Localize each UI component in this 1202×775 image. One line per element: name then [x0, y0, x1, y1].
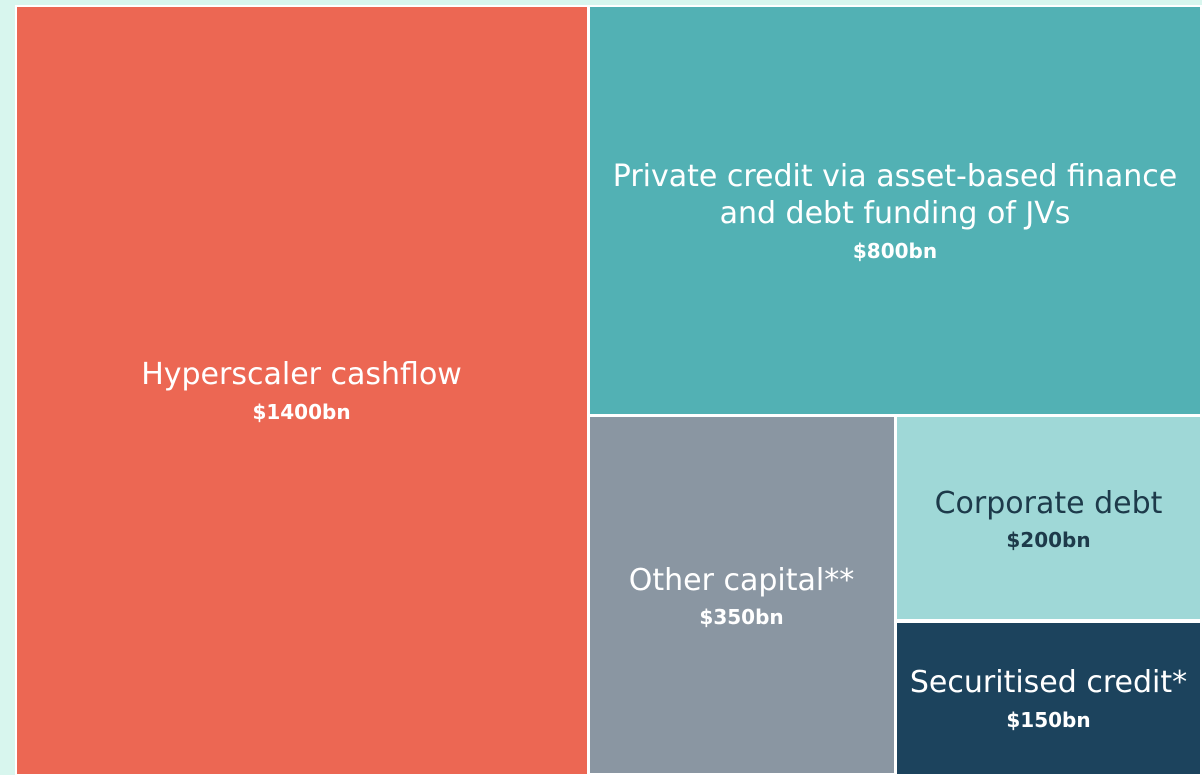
tile-label: Other capital**: [628, 562, 855, 598]
tile: Corporate debt $200bn: [896, 417, 1201, 620]
tile-value: $350bn: [699, 605, 784, 630]
tile-value: $800bn: [852, 238, 938, 263]
treemap: Hyperscaler cashflow $1400bn Private credi…: [15, 5, 1202, 775]
tile-value: $150bn: [1006, 707, 1091, 732]
tile-value: $1400bn: [252, 399, 351, 424]
tile-label: Corporate debt: [934, 485, 1163, 521]
tile-value: $200bn: [1006, 528, 1091, 553]
tile: Hyperscaler cashflow $1400bn: [16, 6, 587, 774]
tile-label: Private credit via asset-based finance a…: [612, 158, 1178, 232]
tile: Securitised credit* $150bn: [896, 622, 1201, 774]
tile-label: Hyperscaler cashflow: [141, 357, 462, 393]
tile: Other capital** $350bn: [589, 417, 894, 774]
tile: Private credit via asset-based finance a…: [589, 6, 1201, 415]
tile-label: Securitised credit*: [909, 665, 1188, 701]
